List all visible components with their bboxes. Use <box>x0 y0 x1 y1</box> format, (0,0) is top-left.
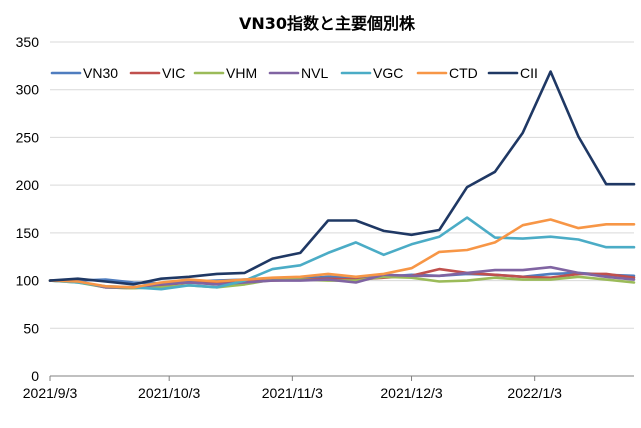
x-tick-label: 2021/9/3 <box>23 385 78 401</box>
chart-title: VN30指数と主要個別株 <box>239 14 416 33</box>
x-tick-label: 2021/10/3 <box>138 385 200 401</box>
x-tick-label: 2022/1/3 <box>507 385 562 401</box>
y-tick-label: 350 <box>16 34 40 50</box>
legend-label-nvl: NVL <box>301 65 328 81</box>
y-tick-label: 250 <box>16 129 40 145</box>
legend: VN30 VIC VHM NVL VGC CTD CII <box>50 65 538 81</box>
legend-label-vic: VIC <box>162 65 185 81</box>
series-line-ctd <box>48 218 636 289</box>
y-tick-label: 200 <box>16 177 40 193</box>
series-line-vn30 <box>48 271 636 285</box>
x-tick-label: 2021/12/3 <box>380 385 442 401</box>
y-tick-label: 0 <box>31 368 39 384</box>
x-tick-label: 2021/11/3 <box>262 385 323 401</box>
series-line-cii <box>48 70 636 286</box>
y-tick-label: 150 <box>16 225 40 241</box>
legend-label-vgc: VGC <box>373 65 403 81</box>
y-axis: 0 50 100 150 200 250 300 350 <box>16 34 40 384</box>
y-tick-label: 100 <box>16 273 40 289</box>
legend-label-vhm: VHM <box>226 65 257 81</box>
legend-label-ctd: CTD <box>449 65 478 81</box>
legend-label-vn30: VN30 <box>83 65 118 81</box>
y-tick-label: 300 <box>16 82 40 98</box>
x-axis: 2021/9/3 2021/10/3 2021/11/3 2021/12/3 2022/… <box>23 375 634 401</box>
y-tick-label: 50 <box>23 320 39 336</box>
plot-series <box>48 70 636 291</box>
legend-label-cii: CII <box>520 65 538 81</box>
series-line-vgc <box>48 216 636 291</box>
